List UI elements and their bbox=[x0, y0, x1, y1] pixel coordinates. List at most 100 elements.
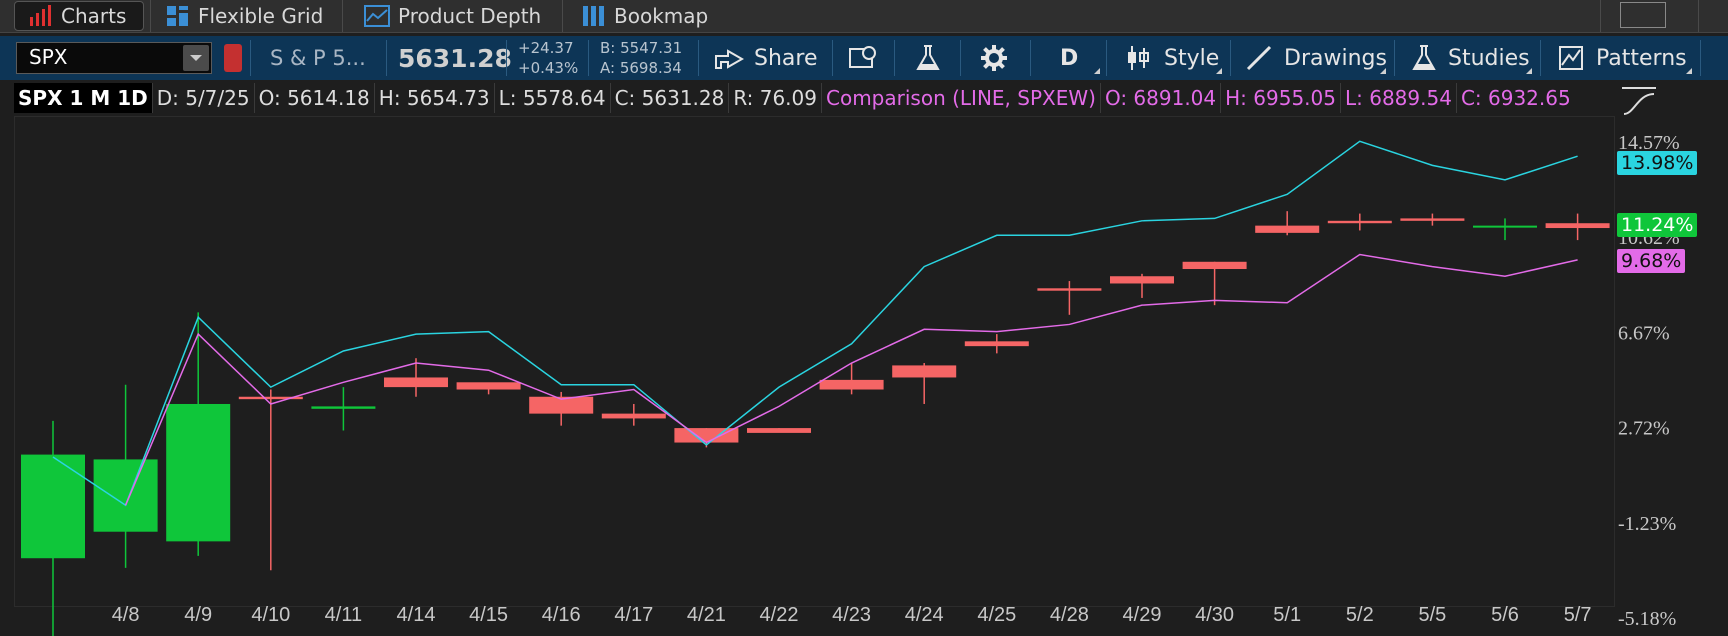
x-tick-label: 4/25 bbox=[977, 604, 1016, 626]
bid-value: B: 5547.31 bbox=[600, 39, 683, 57]
y-tick-label: -1.23% bbox=[1618, 513, 1676, 535]
flask-button[interactable] bbox=[916, 36, 940, 80]
symbol-description: S & P 5... bbox=[270, 46, 366, 70]
gear-icon bbox=[981, 45, 1007, 71]
tab-charts[interactable]: Charts bbox=[14, 1, 144, 31]
candle-body bbox=[311, 406, 376, 409]
candle-body bbox=[1255, 225, 1320, 233]
plot-frame bbox=[14, 116, 1615, 607]
layout-icon bbox=[849, 46, 876, 68]
green-price-badge: 11.24% bbox=[1617, 213, 1698, 237]
tab-flexible-grid[interactable]: Flexible Grid bbox=[166, 0, 323, 32]
comparison-label[interactable]: Comparison (LINE, SPXEW) bbox=[822, 83, 1101, 113]
x-tick-label: 4/21 bbox=[687, 604, 726, 626]
info-low: L: 5578.64 bbox=[495, 83, 611, 113]
x-tick-label: 4/10 bbox=[251, 604, 290, 626]
x-tick-label: 4/11 bbox=[325, 604, 362, 626]
patterns-button[interactable]: Patterns bbox=[1558, 36, 1687, 80]
net-change-value: +24.37 bbox=[518, 39, 574, 57]
chart-info-line: SPX 1 M 1D D: 5/7/25 O: 5614.18 H: 5654.… bbox=[14, 82, 1575, 114]
studies-label: Studies bbox=[1448, 45, 1530, 71]
dropdown-corner-icon bbox=[1380, 68, 1386, 74]
candlestick-icon bbox=[1128, 46, 1149, 70]
bar-chart-icon bbox=[30, 5, 51, 26]
candle-body bbox=[238, 396, 303, 400]
depth-icon bbox=[364, 5, 390, 27]
window-layout-icon[interactable] bbox=[1620, 2, 1666, 28]
studies-button[interactable]: Studies bbox=[1412, 36, 1530, 80]
last-price: 5631.28 bbox=[398, 43, 512, 73]
info-date: D: 5/7/25 bbox=[153, 83, 255, 113]
patterns-label: Patterns bbox=[1596, 45, 1687, 71]
candle-body bbox=[1110, 276, 1174, 284]
style-label: Style bbox=[1164, 45, 1220, 71]
tab-product-depth[interactable]: Product Depth bbox=[364, 0, 541, 32]
percent-change-value: +0.43% bbox=[518, 59, 579, 77]
x-tick-label: 4/24 bbox=[905, 604, 944, 626]
y-tick-label: 6.67% bbox=[1618, 322, 1670, 344]
drawings-label: Drawings bbox=[1284, 45, 1387, 71]
y-tick-label: 14.57% bbox=[1618, 132, 1680, 154]
series-line bbox=[52, 140, 1578, 507]
tab-bookmap[interactable]: Bookmap bbox=[582, 0, 708, 32]
dropdown-corner-icon bbox=[1094, 68, 1100, 74]
x-tick-label: 4/16 bbox=[542, 604, 581, 626]
x-tick-label: 4/17 bbox=[614, 604, 653, 626]
symbol-input[interactable]: SPX bbox=[16, 42, 212, 74]
info-open: O: 5614.18 bbox=[255, 83, 375, 113]
link-group-icon[interactable] bbox=[224, 44, 242, 72]
style-button[interactable]: Style bbox=[1126, 36, 1219, 80]
info-high: H: 5654.73 bbox=[375, 83, 495, 113]
x-tick-label: 5/2 bbox=[1346, 604, 1374, 626]
x-tick-label: 4/22 bbox=[760, 604, 799, 626]
candle-body bbox=[964, 341, 1029, 347]
dropdown-corner-icon bbox=[1686, 68, 1692, 74]
x-tick-label: 4/14 bbox=[397, 604, 436, 626]
x-tick-label: 4/29 bbox=[1123, 604, 1162, 626]
info-close: C: 5631.28 bbox=[611, 83, 730, 113]
candle-body bbox=[1182, 261, 1247, 270]
share-icon bbox=[715, 49, 744, 69]
share-button[interactable]: Share bbox=[714, 36, 818, 80]
pencil-line-icon bbox=[1246, 45, 1272, 71]
settings-button[interactable] bbox=[980, 36, 1008, 80]
dropdown-corner-icon bbox=[1216, 68, 1222, 74]
chart-title: SPX 1 M 1D bbox=[14, 83, 153, 113]
dropdown-corner-icon bbox=[1526, 68, 1532, 74]
candle-body bbox=[819, 379, 884, 390]
patterns-icon bbox=[1559, 46, 1583, 70]
symbol-dropdown-button[interactable] bbox=[183, 45, 209, 71]
symbol-value: SPX bbox=[29, 45, 68, 69]
ask-value: A: 5698.34 bbox=[600, 59, 682, 77]
candle-body bbox=[93, 459, 158, 532]
x-tick-label: 4/9 bbox=[184, 604, 212, 626]
price-scale-icon[interactable] bbox=[1620, 84, 1660, 124]
chevron-down-icon bbox=[190, 55, 202, 61]
cyan-price-badge: 13.98% bbox=[1617, 151, 1698, 175]
candlestick-chart[interactable]: 4/8 4/9 4/10 4/11 4/14 4/15 4/16 4/17 4/21 4/22 4/… bbox=[14, 116, 1728, 636]
comparison-high: H: 6955.05 bbox=[1221, 83, 1341, 113]
x-tick-label: 4/28 bbox=[1050, 604, 1089, 626]
candle-body bbox=[21, 454, 85, 559]
bookmap-icon bbox=[583, 6, 604, 26]
comparison-low: L: 6889.54 bbox=[1341, 83, 1457, 113]
tab-label: Bookmap bbox=[614, 4, 709, 28]
x-tick-label: 4/30 bbox=[1195, 604, 1234, 626]
flask-icon bbox=[916, 45, 940, 70]
flexible-layout-button[interactable] bbox=[848, 36, 878, 80]
candle-body bbox=[747, 428, 811, 433]
candle-body bbox=[674, 428, 739, 443]
drawings-button[interactable]: Drawings bbox=[1246, 36, 1387, 80]
y-tick-label: 2.72% bbox=[1618, 418, 1670, 440]
tab-bar: Charts Flexible Grid Product Depth Bookm… bbox=[0, 0, 1728, 33]
net-change: +24.37 +0.43% bbox=[518, 38, 578, 78]
candle-body bbox=[1037, 288, 1102, 291]
x-tick-label: 4/8 bbox=[112, 604, 140, 626]
comparison-close: C: 6932.65 bbox=[1460, 86, 1571, 110]
candle-body bbox=[1545, 223, 1610, 229]
info-range: R: 76.09 bbox=[729, 83, 822, 113]
x-tick-label: 5/1 bbox=[1273, 604, 1301, 626]
aggregation-button[interactable]: D bbox=[1060, 45, 1079, 71]
candle-body bbox=[166, 403, 231, 542]
bid-ask: B: 5547.31 A: 5698.34 bbox=[600, 38, 682, 78]
